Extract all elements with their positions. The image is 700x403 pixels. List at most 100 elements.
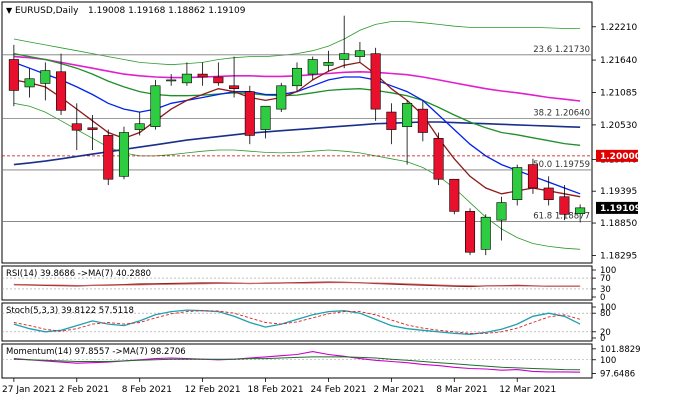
marked-level-tag-bg xyxy=(596,149,638,162)
candle[interactable] xyxy=(229,56,240,98)
candle-body xyxy=(197,73,208,78)
main-price-panel[interactable] xyxy=(1,1,593,264)
candle[interactable] xyxy=(118,126,129,180)
price-tick-label: 1.21640 xyxy=(600,56,637,66)
candle[interactable] xyxy=(417,100,428,142)
candle[interactable] xyxy=(291,62,303,92)
marked-level-tag-text: 1.20000 xyxy=(600,152,641,162)
axis-tick-label: 100 xyxy=(600,356,616,366)
candle[interactable] xyxy=(575,204,586,223)
momentum-panel[interactable] xyxy=(1,343,593,379)
candle[interactable] xyxy=(433,132,444,186)
candle[interactable] xyxy=(339,15,350,69)
price-tick-label: 1.22210 xyxy=(600,23,637,33)
candle[interactable] xyxy=(8,44,19,107)
axis-tick-label: 101.8829 xyxy=(600,345,641,355)
candle-body xyxy=(56,71,67,111)
candle-body xyxy=(512,167,523,200)
candle-body xyxy=(213,76,224,84)
candle-body xyxy=(134,123,145,130)
momentum-line xyxy=(13,351,581,373)
candle[interactable] xyxy=(527,158,538,194)
candle[interactable] xyxy=(56,53,67,115)
candle-body xyxy=(307,59,318,75)
axis-tick-label: 100 xyxy=(600,266,616,276)
candle[interactable] xyxy=(402,100,413,165)
candle[interactable] xyxy=(134,112,145,136)
current-price-tag: 1.19109 xyxy=(596,201,641,214)
candle-body xyxy=(402,102,413,127)
candle-body xyxy=(40,70,51,84)
candle-body xyxy=(354,50,365,57)
current-price-tag-bg xyxy=(596,201,638,214)
candle[interactable] xyxy=(559,185,570,221)
candle-body xyxy=(386,111,397,130)
candle-body xyxy=(370,53,381,110)
candle-body xyxy=(496,202,507,221)
price-tick-label: 1.18295 xyxy=(600,251,637,261)
candle[interactable] xyxy=(543,176,554,206)
candle[interactable] xyxy=(354,41,365,63)
candle[interactable] xyxy=(87,114,98,151)
fib-level-label: 61.8 1.18877 xyxy=(533,211,590,221)
candle[interactable] xyxy=(465,208,476,256)
candle[interactable] xyxy=(496,196,507,241)
marked-level-tag: 1.20000 xyxy=(596,149,641,162)
candle[interactable] xyxy=(166,74,177,86)
fib-level-label: 38.2 1.20640 xyxy=(533,108,590,118)
candle[interactable] xyxy=(150,79,161,130)
axis-tick-label: 70 xyxy=(600,274,611,284)
candle-body xyxy=(449,178,460,212)
date-tick-label: 2 Mar 2021 xyxy=(373,385,424,395)
candle-body xyxy=(291,67,303,87)
current-price-tag-text: 1.19109 xyxy=(600,204,641,214)
candle-body xyxy=(150,85,161,127)
candle[interactable] xyxy=(103,129,114,186)
momentum-ma-line xyxy=(13,356,581,371)
candle[interactable] xyxy=(244,85,255,145)
date-tick-label: 24 Feb 2021 xyxy=(310,385,366,395)
candle-body xyxy=(417,108,428,133)
candle-body xyxy=(480,216,491,250)
candle[interactable] xyxy=(71,103,82,151)
date-tick-label: 18 Feb 2021 xyxy=(248,385,304,395)
candle[interactable] xyxy=(323,50,334,72)
price-axis xyxy=(593,2,698,263)
candle[interactable] xyxy=(24,68,35,98)
price-tick-label: 1.20530 xyxy=(600,121,637,131)
candle[interactable] xyxy=(386,103,397,145)
ma-green-line xyxy=(13,52,581,146)
chart-header: ▼ EURUSD,Daily 1.19008 1.19168 1.18862 1… xyxy=(6,6,246,16)
candle-body xyxy=(433,138,444,180)
candle-body xyxy=(229,85,240,89)
price-tick-label: 1.21085 xyxy=(600,88,637,98)
candle-body xyxy=(465,211,476,253)
candle[interactable] xyxy=(197,62,208,86)
momentum-title: Momentum(14) 97.8557 ->MA(7) 98.2706 xyxy=(6,347,186,357)
candle[interactable] xyxy=(449,178,460,215)
candle-body xyxy=(543,187,554,200)
fib-level-label: 50.0 1.19759 xyxy=(533,160,590,170)
candle[interactable] xyxy=(370,47,381,121)
candle[interactable] xyxy=(512,164,523,206)
stoch-title: Stoch(5,3,3) 39.8122 57.5118 xyxy=(6,306,134,316)
candle[interactable] xyxy=(40,62,51,101)
candle[interactable] xyxy=(260,105,271,139)
date-tick-label: 12 Mar 2021 xyxy=(499,385,556,395)
candle[interactable] xyxy=(213,62,224,86)
candle-body xyxy=(24,78,35,88)
date-tick-label: 8 Feb 2021 xyxy=(122,385,172,395)
axis-tick-label: 0 xyxy=(600,334,605,344)
candle-body xyxy=(244,91,255,136)
axis-tick-label: 0 xyxy=(600,293,605,303)
candle[interactable] xyxy=(480,214,491,256)
candle[interactable] xyxy=(276,82,287,113)
candle-body xyxy=(181,73,192,84)
candle[interactable] xyxy=(181,62,192,86)
header-arrow-icon: ▼ xyxy=(6,6,13,15)
candle[interactable] xyxy=(307,56,318,80)
stoch-signal-line xyxy=(13,310,581,334)
candle-body xyxy=(575,207,586,214)
